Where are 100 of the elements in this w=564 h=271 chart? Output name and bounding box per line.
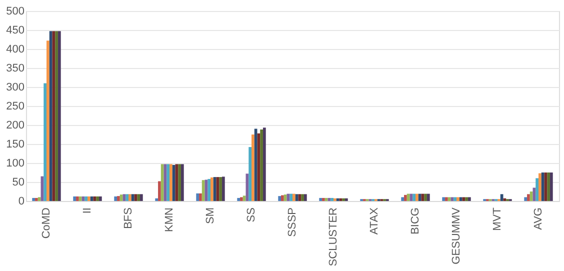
bar xyxy=(35,198,38,201)
bar xyxy=(73,196,76,201)
x-tick-label: CoMD xyxy=(40,207,52,239)
bar xyxy=(84,196,88,201)
bar xyxy=(219,177,222,201)
bar xyxy=(330,198,334,201)
bar xyxy=(76,196,79,201)
bar xyxy=(538,173,542,201)
bar xyxy=(210,177,214,201)
bar xyxy=(260,130,263,201)
bar xyxy=(137,194,140,201)
bar xyxy=(298,194,302,201)
bar xyxy=(93,196,96,201)
bar xyxy=(208,178,210,201)
bar xyxy=(96,196,99,201)
x-tick-label: BICG xyxy=(410,208,422,234)
bar xyxy=(465,197,468,201)
bar xyxy=(240,197,243,201)
bar xyxy=(344,198,348,201)
bar xyxy=(262,128,266,201)
bar xyxy=(284,194,287,201)
x-tick-label: SSSP xyxy=(286,208,298,237)
bar xyxy=(222,176,225,201)
y-tick-label: 250 xyxy=(6,100,24,112)
bar xyxy=(88,196,90,201)
bar xyxy=(536,178,538,201)
bar xyxy=(175,164,178,201)
y-tick-label: 0 xyxy=(18,196,24,208)
bar xyxy=(462,197,466,201)
bar xyxy=(44,83,46,201)
bar xyxy=(52,31,56,201)
bar xyxy=(334,198,336,201)
y-tick-label: 50 xyxy=(12,176,24,188)
bar xyxy=(468,197,471,201)
bar xyxy=(524,197,528,201)
bar xyxy=(421,194,424,201)
bar xyxy=(281,195,284,201)
bar xyxy=(503,198,506,201)
bar xyxy=(178,164,181,201)
bar xyxy=(322,198,325,201)
bar xyxy=(544,172,548,201)
bar xyxy=(319,198,322,201)
bar xyxy=(140,194,143,201)
bar xyxy=(155,198,158,201)
bar xyxy=(339,198,342,201)
bar xyxy=(38,197,41,201)
bar xyxy=(160,164,164,201)
y-tick-label: 500 xyxy=(6,6,24,18)
y-tick-label: 300 xyxy=(6,82,24,94)
bar xyxy=(32,198,36,201)
bar xyxy=(401,197,404,201)
bar xyxy=(456,197,460,201)
bar xyxy=(170,164,172,201)
bar xyxy=(134,194,138,201)
bar xyxy=(459,197,462,201)
y-tick-label: 100 xyxy=(6,158,24,170)
x-tick-label: ATAX xyxy=(368,206,380,235)
bar xyxy=(196,193,200,201)
bar xyxy=(527,194,530,201)
bar xyxy=(237,198,240,201)
bar xyxy=(180,164,184,201)
bar xyxy=(120,194,123,201)
x-tick-label: BFS xyxy=(122,208,134,229)
bar xyxy=(252,134,254,201)
bar xyxy=(199,193,202,201)
x-tick-label: MVT xyxy=(492,207,504,231)
y-tick-label: 200 xyxy=(6,120,24,132)
bar xyxy=(126,194,128,201)
bar xyxy=(450,197,454,201)
bar xyxy=(58,31,61,201)
bar xyxy=(406,194,410,201)
x-tick-label: AVG xyxy=(532,208,544,230)
bar xyxy=(342,198,345,201)
bar xyxy=(242,196,246,201)
x-tick-label: KMN xyxy=(164,207,176,232)
bar xyxy=(324,198,328,201)
x-tick-label: SCLUSTER xyxy=(328,207,340,266)
y-tick-label: 350 xyxy=(6,62,24,74)
bar xyxy=(128,194,132,201)
bar xyxy=(55,31,58,201)
bar xyxy=(442,197,446,201)
bar xyxy=(424,194,427,201)
bar xyxy=(404,194,407,201)
bar xyxy=(114,196,118,201)
bar xyxy=(78,196,82,201)
bar xyxy=(46,40,50,201)
bar xyxy=(98,196,102,201)
bar xyxy=(454,197,456,201)
x-tick-label: SM xyxy=(204,208,216,224)
bar xyxy=(158,181,161,201)
bar xyxy=(257,133,260,201)
x-tick-label: GESUMMV xyxy=(450,206,462,264)
bar xyxy=(216,177,220,201)
bar xyxy=(301,194,304,201)
bar xyxy=(248,147,252,201)
bar xyxy=(530,192,533,201)
x-tick-label: SS xyxy=(246,208,258,222)
bar xyxy=(304,194,307,201)
bar xyxy=(278,196,282,201)
bar xyxy=(445,197,448,201)
